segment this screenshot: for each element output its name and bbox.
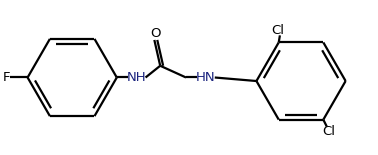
Text: O: O xyxy=(150,27,161,40)
Text: F: F xyxy=(3,71,10,84)
Text: Cl: Cl xyxy=(323,125,336,138)
Text: Cl: Cl xyxy=(271,24,284,37)
Text: NH: NH xyxy=(127,71,147,84)
Text: HN: HN xyxy=(196,71,216,84)
